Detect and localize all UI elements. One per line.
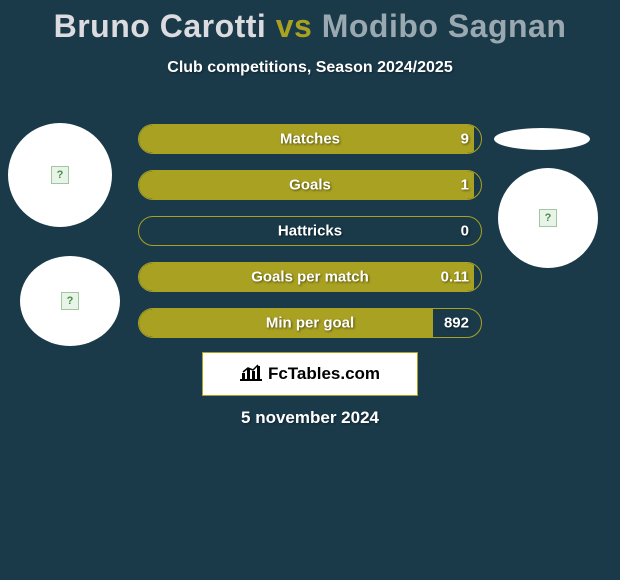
- stat-value: 892: [444, 315, 469, 332]
- player2-name: Modibo Sagnan: [322, 8, 567, 44]
- stats-container: Matches 9 Goals 1 Hattricks 0 Goals per …: [138, 124, 482, 354]
- comparison-title: Bruno Carotti vs Modibo Sagnan: [0, 0, 620, 45]
- stat-value: 1: [461, 177, 469, 194]
- chart-icon: [240, 363, 262, 386]
- stat-value: 9: [461, 131, 469, 148]
- attribution-box: FcTables.com: [202, 352, 418, 396]
- stat-label: Matches: [280, 131, 340, 148]
- accent-ellipse: [494, 128, 590, 150]
- player-photo-circle-1: [8, 123, 112, 227]
- stat-bar-goals: Goals 1: [138, 170, 482, 200]
- broken-image-icon: [61, 292, 79, 310]
- stat-value: 0.11: [441, 269, 469, 286]
- stat-bar-hattricks: Hattricks 0: [138, 216, 482, 246]
- stat-bar-matches: Matches 9: [138, 124, 482, 154]
- stat-label: Hattricks: [278, 223, 342, 240]
- broken-image-icon: [539, 209, 557, 227]
- attribution-text: FcTables.com: [268, 364, 380, 384]
- subtitle-text: Club competitions, Season 2024/2025: [0, 59, 620, 77]
- stat-bar-goals-per-match: Goals per match 0.11: [138, 262, 482, 292]
- stat-label: Min per goal: [266, 315, 354, 332]
- player1-name: Bruno Carotti: [54, 8, 267, 44]
- stat-label: Goals: [289, 177, 331, 194]
- broken-image-icon: [51, 166, 69, 184]
- stat-label: Goals per match: [251, 269, 369, 286]
- player-photo-circle-2: [498, 168, 598, 268]
- stat-value: 0: [461, 223, 469, 240]
- date-text: 5 november 2024: [241, 408, 379, 428]
- stat-bar-min-per-goal: Min per goal 892: [138, 308, 482, 338]
- club-logo-circle-1: [20, 256, 120, 346]
- vs-text: vs: [276, 8, 313, 44]
